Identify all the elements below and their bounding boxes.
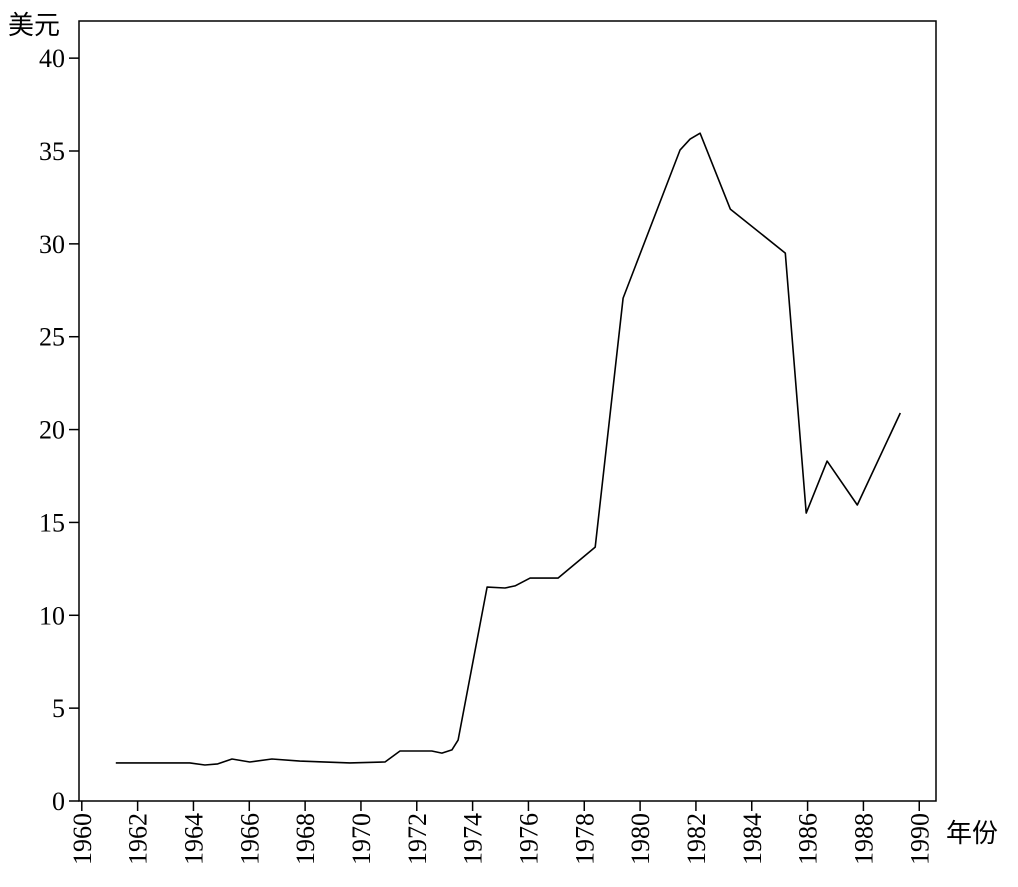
x-tick-label: 1990 (905, 813, 934, 865)
y-axis-label: 美元 (8, 11, 60, 40)
y-tick-label: 10 (39, 601, 65, 630)
x-tick-label: 1976 (514, 813, 543, 865)
x-tick-label: 1988 (849, 813, 878, 865)
x-tick-label: 1960 (68, 813, 97, 865)
x-tick-label: 1986 (794, 813, 823, 865)
y-tick-label: 15 (39, 508, 65, 537)
x-tick-label: 1962 (124, 813, 153, 865)
y-tick-label: 25 (39, 323, 65, 352)
x-tick-label: 1974 (459, 813, 488, 865)
x-tick-label: 1968 (291, 813, 320, 865)
plot-frame (78, 20, 937, 802)
y-tick-label: 35 (39, 137, 65, 166)
x-tick-label: 1978 (570, 813, 599, 865)
y-tick-label: 5 (52, 694, 65, 723)
y-tick-label: 30 (39, 230, 65, 259)
y-tick-label: 20 (39, 416, 65, 445)
x-tick-label: 1966 (235, 813, 264, 865)
x-tick-label: 1972 (403, 813, 432, 865)
x-tick-label: 1980 (626, 813, 655, 865)
x-axis-label: 年份 (946, 819, 998, 848)
y-tick-label: 40 (39, 44, 65, 73)
x-tick-label: 1984 (738, 813, 767, 865)
y-tick-label: 0 (52, 787, 65, 816)
x-tick-label: 1964 (179, 813, 208, 865)
x-tick-label: 1982 (682, 813, 711, 865)
x-tick-label: 1970 (347, 813, 376, 865)
line (115, 132, 902, 766)
